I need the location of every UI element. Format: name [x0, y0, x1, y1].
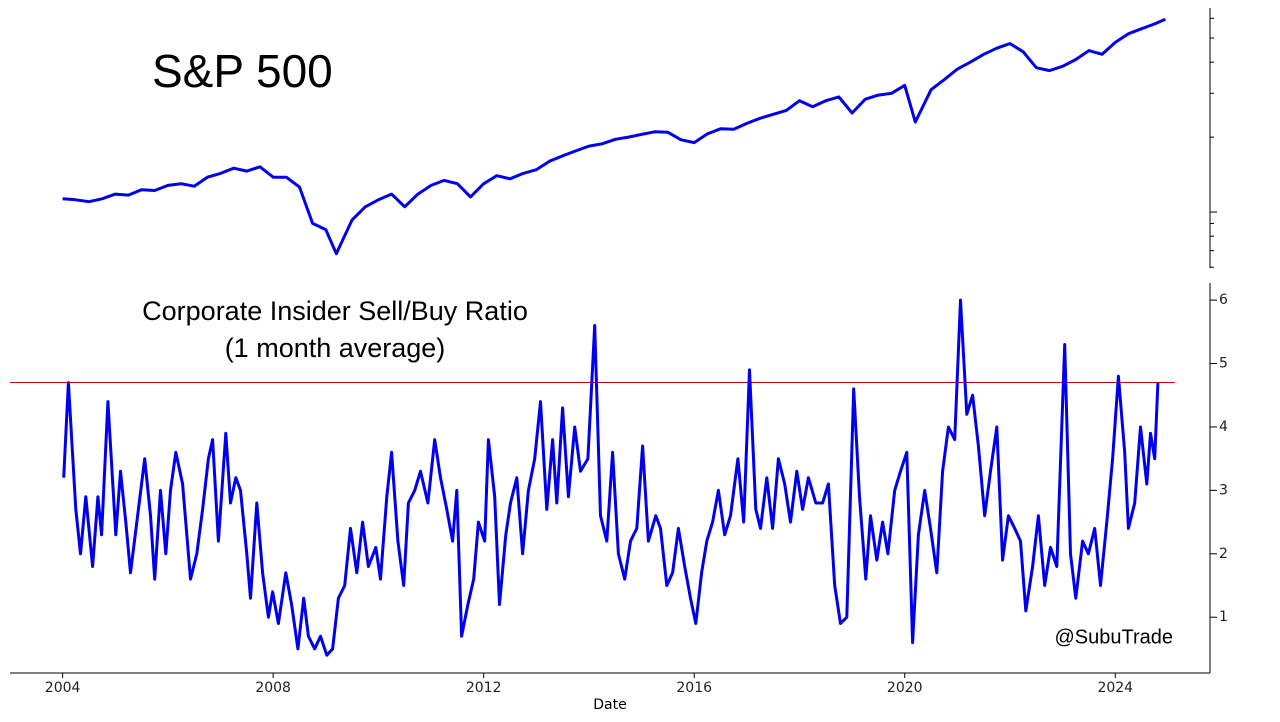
y-tick-label: 5: [1219, 356, 1228, 372]
y-tick-label: 4: [1219, 419, 1228, 435]
y-tick-label: 1: [1219, 609, 1228, 625]
x-tick-label: 2016: [676, 680, 712, 696]
x-tick-label: 2004: [45, 680, 81, 696]
x-tick-label: 2020: [887, 680, 923, 696]
chart-title: Corporate Insider Sell/Buy Ratio: [142, 296, 528, 326]
x-axis-label: Date: [593, 697, 626, 713]
y-tick-label: 2: [1219, 546, 1228, 562]
chart-title: (1 month average): [225, 333, 446, 363]
data-line: [62, 298, 1160, 657]
y-tick-label: 3: [1219, 482, 1228, 498]
chart-title: S&P 500: [152, 45, 333, 97]
x-tick-label: 2012: [466, 680, 502, 696]
x-tick-label: 2024: [1097, 680, 1133, 696]
data-line: [62, 17, 1166, 256]
annotation: @SubuTrade: [1054, 626, 1173, 648]
y-tick-label: 6: [1219, 292, 1228, 308]
x-tick-label: 2008: [255, 680, 291, 696]
